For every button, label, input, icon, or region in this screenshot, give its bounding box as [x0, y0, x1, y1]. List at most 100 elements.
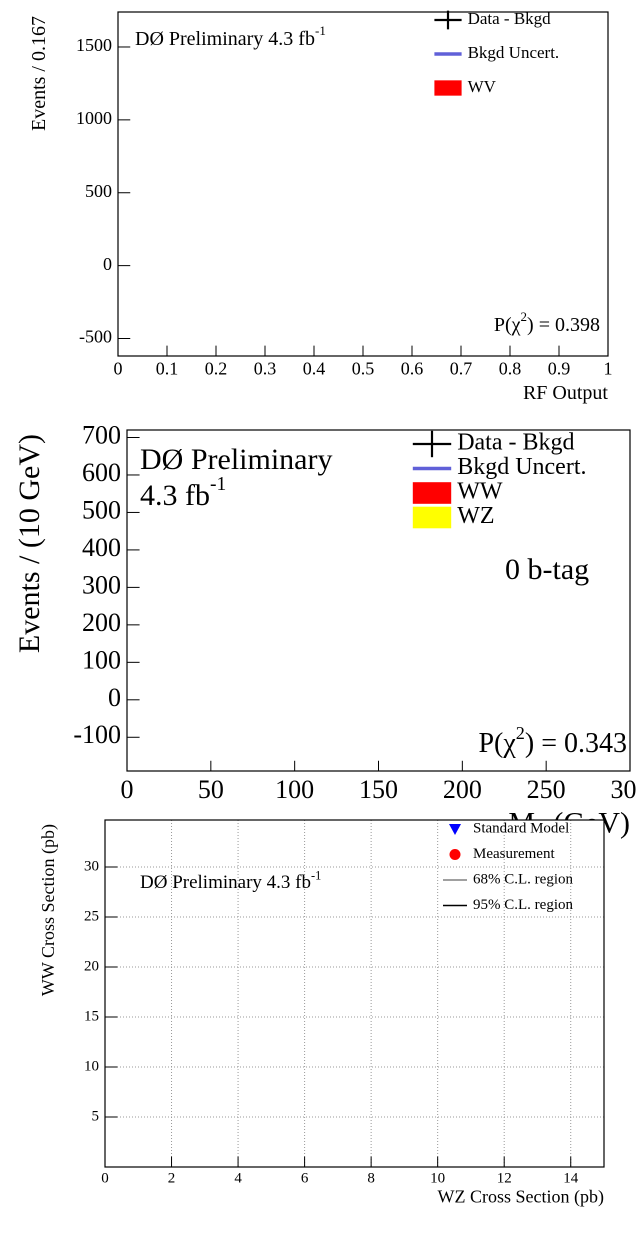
x-tick-label: 0.8 [499, 359, 522, 379]
annotation-main: 4.3 fb [140, 479, 210, 512]
x-tick-label: 0.3 [254, 359, 277, 379]
x-axis-label: WZ Cross Section (pb) [438, 1187, 604, 1208]
y-axis-label-main: Events / (10 GeV) [13, 434, 46, 653]
y-tick-label: 500 [85, 181, 112, 201]
annotation-sup: -1 [210, 474, 226, 495]
x-tick-label: 0 [121, 775, 134, 804]
x-tick-label: 12 [497, 1170, 512, 1186]
x-tick-label: 0.5 [352, 359, 375, 379]
y-tick-label: 300 [82, 570, 121, 599]
x-tick-label: 0.9 [548, 359, 571, 379]
y-tick-label: 5 [92, 1108, 100, 1124]
x-tick-label: 150 [359, 775, 398, 804]
x-tick-label: 0.6 [401, 359, 424, 379]
y-axis-label: Events / 0.167 [28, 16, 50, 131]
y-tick-label: -500 [79, 327, 112, 347]
x-tick-label: 10 [430, 1170, 445, 1186]
y-tick-label: 15 [84, 1008, 99, 1024]
x-tick-label: 4 [234, 1170, 242, 1186]
legend-swatch [449, 849, 461, 860]
x-tick-label: 100 [275, 775, 314, 804]
annotation-main: P(χ [494, 314, 521, 336]
x-tick-label: 50 [198, 775, 224, 804]
plot-background [105, 820, 604, 1167]
legend-label: WZ [457, 503, 494, 529]
legend-label: 95% C.L. region [473, 897, 573, 913]
annotation-main: DØ Preliminary [140, 443, 332, 476]
annotation-main: DØ Preliminary 4.3 fb [135, 28, 315, 50]
plot-background [118, 12, 608, 356]
y-tick-label: 400 [82, 533, 121, 562]
plot-background [127, 430, 630, 771]
y-tick-label: 700 [82, 420, 121, 449]
y-tick-label: 0 [108, 683, 121, 712]
annotation: P(χ2) = 0.343 [478, 723, 627, 759]
legend-swatch [434, 80, 462, 96]
x-tick-label: 200 [443, 775, 482, 804]
annotation-sup: -1 [315, 23, 326, 38]
plot-frame [104, 819, 605, 1168]
annotation: DØ Preliminary 4.3 fb-1 [135, 23, 326, 50]
annotation-sup: 2 [521, 309, 528, 324]
legend-label: Measurement [473, 846, 555, 862]
x-tick-label: 2 [168, 1170, 176, 1186]
y-tick-label: 1000 [76, 108, 112, 128]
legend-label: WW [457, 479, 503, 505]
y-tick-label: 0 [103, 254, 112, 274]
y-tick-label: 20 [84, 958, 99, 974]
legend-label: 68% C.L. region [473, 871, 573, 887]
legend-label: Standard Model [473, 820, 569, 836]
x-tick-label: 300 [611, 775, 636, 804]
x-tick-label: 0 [114, 359, 123, 379]
x-tick-label: 250 [527, 775, 566, 804]
x-tick-label: 0.1 [156, 359, 179, 379]
plot-frame [117, 11, 609, 357]
annotation-sup: -1 [311, 868, 321, 882]
x-tick-label: 14 [563, 1170, 579, 1186]
y-tick-label: 25 [84, 908, 99, 924]
y-tick-label: 30 [84, 858, 99, 874]
legend-swatch [449, 824, 461, 835]
legend-swatch [412, 482, 452, 504]
annotation-rest: ) = 0.398 [527, 314, 600, 336]
x-axis-label-main: WZ Cross Section (pb) [438, 1187, 604, 1208]
annotation-main: 0 b-tag [505, 553, 589, 586]
legend-label: Data - Bkgd [457, 430, 574, 456]
y-tick-label: 500 [82, 495, 121, 524]
x-tick-label: 0.4 [303, 359, 326, 379]
annotation: DØ Preliminary [140, 443, 332, 476]
y-axis-label-main: Events / 0.167 [28, 16, 50, 131]
y-axis-label-main: WW Cross Section (pb) [38, 824, 59, 996]
legend-label: WV [468, 77, 497, 96]
x-tick-label: 1 [604, 359, 613, 379]
x-axis-label-main: RF Output [523, 381, 608, 403]
y-tick-label: 10 [84, 1058, 99, 1074]
annotation: P(χ2) = 0.398 [494, 309, 600, 336]
x-tick-label: 0.7 [450, 359, 473, 379]
plot-frame [126, 429, 631, 772]
y-tick-label: 200 [82, 608, 121, 637]
y-tick-label: 600 [82, 458, 121, 487]
y-axis-label: WW Cross Section (pb) [38, 824, 59, 996]
x-tick-label: 0.2 [205, 359, 228, 379]
legend-swatch [412, 506, 452, 529]
legend-label: Data - Bkgd [468, 9, 552, 28]
legend-label: Bkgd Uncert. [468, 43, 560, 62]
x-tick-label: 8 [367, 1170, 375, 1186]
annotation: DØ Preliminary 4.3 fb-1 [140, 868, 321, 893]
y-axis-label: Events / (10 GeV) [13, 434, 46, 653]
x-tick-label: 6 [301, 1170, 309, 1186]
y-tick-label: 1500 [76, 35, 112, 55]
x-axis-label: RF Output [523, 381, 608, 403]
annotation-main: DØ Preliminary 4.3 fb [140, 872, 311, 893]
annotation-rest: ) = 0.343 [525, 728, 627, 759]
annotation-sup: 2 [516, 723, 525, 743]
annotation: 4.3 fb-1 [140, 474, 226, 511]
x-tick-label: 0 [101, 1170, 109, 1186]
y-tick-label: -100 [73, 720, 121, 749]
annotation-main: P(χ [478, 728, 516, 759]
y-tick-label: 100 [82, 645, 121, 674]
annotation: 0 b-tag [505, 553, 589, 586]
legend-label: Bkgd Uncert. [457, 454, 586, 480]
